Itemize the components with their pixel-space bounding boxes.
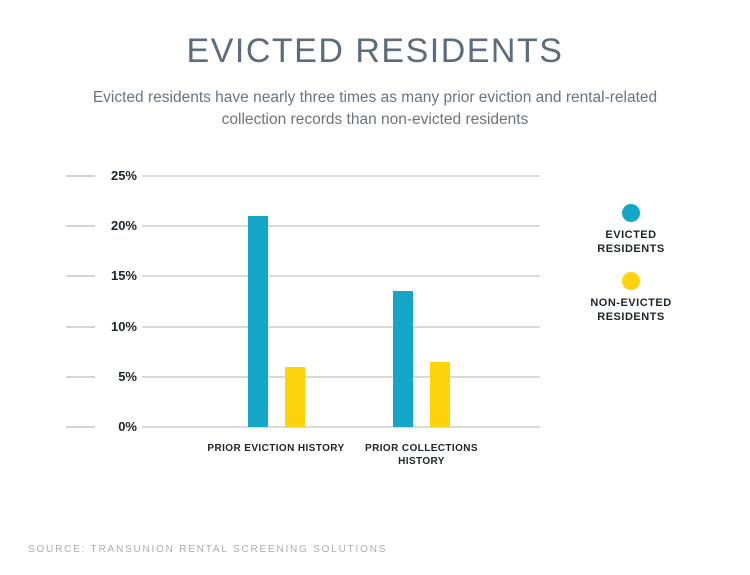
bar-evicted-residents-prior-eviction-history [247, 216, 268, 427]
chart-title: EVICTED RESIDENTS [186, 32, 564, 70]
y-axis-tick [66, 325, 95, 328]
y-tick-label: 5% [118, 368, 137, 384]
y-tick-label: 25% [110, 168, 137, 183]
gridline [142, 225, 540, 228]
y-tick-label: 15% [110, 268, 137, 284]
legend-label-non-evicted-residents: NON-EVICTED RESIDENTS [590, 297, 672, 323]
y-tick-label: 20% [110, 218, 137, 234]
category-label-prior-eviction-history: PRIOR EVICTION HISTORY [207, 443, 345, 454]
source-text: SOURCE: TRANSUNION RENTAL SCREENING SOLU… [28, 544, 388, 555]
gridline [142, 325, 540, 328]
gridline [142, 426, 540, 428]
y-axis-tick [66, 175, 95, 177]
legend-label-evicted-residents: EVICTED RESIDENTS [597, 229, 665, 255]
gridline [142, 275, 540, 278]
y-axis-tick [66, 275, 95, 278]
legend-dot-non-evicted-residents [622, 272, 640, 290]
y-tick-label: 0% [118, 419, 137, 434]
category-label-prior-collections-history: PRIOR COLLECTIONS HISTORY [365, 443, 478, 467]
y-axis-tick [66, 375, 95, 378]
chart-subtitle: Evicted residents have nearly three time… [92, 89, 658, 129]
y-tick-label: 10% [110, 318, 137, 334]
bar-evicted-residents-prior-collections-history [393, 291, 413, 427]
gridline [142, 375, 540, 378]
bar-non-evicted-residents-prior-collections-history [430, 361, 450, 427]
bar-non-evicted-residents-prior-eviction-history [284, 366, 305, 427]
gridline [142, 175, 540, 177]
y-axis-tick [66, 426, 95, 428]
y-axis-tick [66, 225, 95, 228]
legend-dot-evicted-residents [622, 204, 640, 222]
